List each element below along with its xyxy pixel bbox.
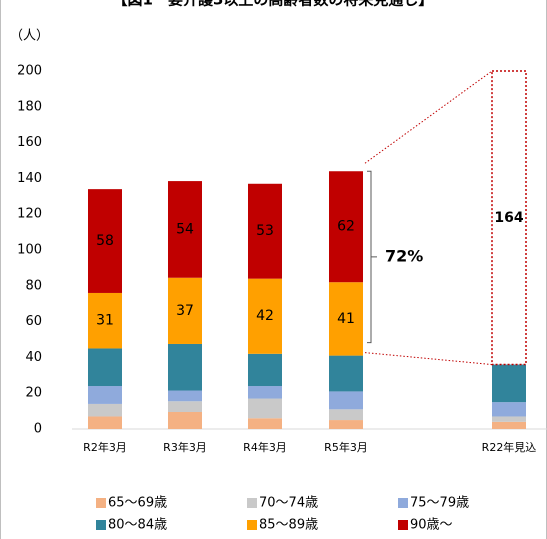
bar-segment	[491, 70, 527, 366]
x-tick-label: R22年見込	[482, 440, 537, 454]
brace	[367, 170, 377, 344]
bar-segment	[492, 421, 526, 429]
bar-segment	[248, 278, 282, 354]
y-tick-label: 40	[25, 350, 42, 365]
x-tick-label: R2年3月	[83, 440, 127, 454]
bar-segment	[88, 189, 122, 293]
bar-segment	[492, 364, 526, 403]
projection-line	[364, 352, 493, 366]
data-label: 37	[176, 303, 194, 319]
legend-swatch	[247, 520, 257, 530]
legend-swatch	[247, 498, 257, 508]
y-tick-label: 140	[17, 171, 42, 186]
bar-segment	[168, 181, 202, 278]
legend-label: 65〜69歳	[108, 496, 167, 511]
bar-segment	[492, 402, 526, 417]
y-tick-label: 100	[17, 243, 42, 258]
data-label: 31	[96, 313, 114, 329]
bar-segment	[88, 416, 122, 429]
x-tick-label: R5年3月	[324, 440, 368, 454]
bar-segment	[248, 386, 282, 399]
legend-swatch	[96, 520, 106, 530]
bar-segment	[168, 411, 202, 429]
bar-segment	[329, 420, 363, 429]
bar-segment	[248, 418, 282, 429]
y-tick-label: 160	[17, 135, 42, 150]
legend-label: 80〜84歳	[108, 518, 167, 533]
bar-segment	[168, 343, 202, 391]
bar-segment	[88, 386, 122, 404]
annotation: 72%	[385, 246, 423, 265]
bar-segment	[248, 183, 282, 279]
bar-segment	[168, 401, 202, 412]
y-tick-label: 0	[34, 422, 42, 437]
data-label: 58	[96, 233, 114, 249]
legend-swatch	[398, 498, 408, 508]
data-label: 53	[256, 223, 274, 239]
data-label: 62	[337, 219, 355, 235]
bar-segment	[329, 391, 363, 410]
bar-segment	[168, 390, 202, 402]
data-label: 54	[176, 221, 194, 237]
legend-label: 85〜89歳	[259, 518, 318, 533]
legend-swatch	[398, 520, 408, 530]
projection-line	[364, 70, 493, 164]
y-tick-label: 20	[25, 386, 42, 401]
y-tick-label: 180	[17, 99, 42, 114]
bar-segment	[88, 292, 122, 349]
y-axis-label: （人）	[10, 29, 49, 44]
bar-segment	[248, 353, 282, 387]
bar-segment	[329, 171, 363, 283]
data-label: 41	[337, 311, 355, 327]
data-label: 164	[494, 210, 523, 226]
bar-segment	[88, 403, 122, 417]
legend-label: 75〜79歳	[410, 496, 469, 511]
y-tick-label: 60	[25, 314, 42, 329]
bar-segment	[329, 282, 363, 356]
legend-label: 90歳〜	[410, 518, 453, 533]
bar-segment	[88, 348, 122, 387]
bar-segment	[168, 277, 202, 344]
y-tick-label: 80	[25, 278, 42, 293]
y-tick-label: 120	[17, 207, 42, 222]
x-tick-label: R3年3月	[163, 440, 207, 454]
bar-segment	[492, 416, 526, 422]
legend-label: 70〜74歳	[259, 496, 318, 511]
data-label: 42	[256, 308, 274, 324]
bar-segment	[248, 398, 282, 419]
bar-segment	[329, 355, 363, 392]
y-tick-label: 200	[17, 64, 42, 79]
legend-swatch	[96, 498, 106, 508]
bar-segment	[329, 409, 363, 421]
chart-title: 【図1 要介護3以上の高齢者数の将来見通し】	[113, 0, 434, 9]
x-tick-label: R4年3月	[243, 440, 287, 454]
